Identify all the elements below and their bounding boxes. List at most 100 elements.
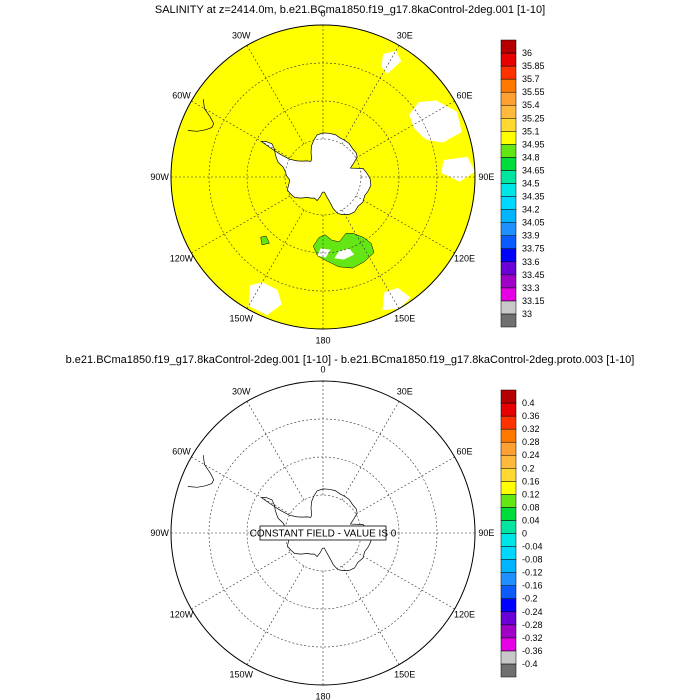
colorbar-swatch [500,402,517,417]
lon-label: 150W [230,670,254,680]
colorbar-swatch [500,494,517,508]
colorbar-label: 34.8 [522,152,540,162]
colorbar-swatch [500,598,517,613]
land-patch-3 [248,282,282,316]
colorbar-swatch [500,222,517,236]
colorbar-label: -0.24 [522,607,543,617]
meridian-line [191,100,291,159]
colorbar-label: 0.04 [522,515,540,525]
colorbar-label: 36 [522,48,532,58]
colorbar-label: 35.1 [522,126,540,136]
map-border [170,24,476,330]
lon-label: 30W [232,30,251,40]
lon-label: 60E [457,90,473,100]
lon-label: 180 [315,691,330,700]
lon-label: 150E [394,314,415,324]
colorbar-swatch [500,415,517,430]
colorbar-label: 34.35 [522,192,545,202]
map-panel-2: 0 30E 60E 90E 120E 150E 180 150W 120W 90W 60W 30W CO… [150,365,542,700]
colorbar-swatch [500,468,517,482]
colorbar-swatch [500,118,517,132]
lon-label: 90W [150,172,169,182]
colorbar-label: 34.5 [522,179,540,189]
colorbar-swatch [500,624,517,639]
lon-label: 30W [232,386,251,396]
colorbar-label: 35.25 [522,113,545,123]
lon-label: 150W [230,314,254,324]
lon-label: 0 [320,9,325,19]
meridian-line [246,565,305,665]
colorbar-label: 33.75 [522,244,545,254]
colorbar-swatch [500,428,517,443]
colorbar-label: 33.9 [522,231,540,241]
lon-label: 60W [172,446,191,456]
colorbar-label: 33.3 [522,283,540,293]
colorbar-label: 34.2 [522,205,540,215]
lon-label: 0 [320,365,325,375]
lon-label: 150E [394,670,415,680]
lon-label: 120E [454,254,475,264]
shelf-gap-1 [334,248,355,260]
colorbar-swatch [500,144,517,158]
colorbar-swatch [500,611,517,626]
colorbar-swatch [500,170,517,184]
colorbar-label: 35.4 [522,100,540,110]
meridian-line [246,209,305,309]
colorbar-swatch [500,65,517,80]
colorbar-label: 0.4 [522,398,535,408]
map-panel-1: 0 30E 60E 90E 120E 150E 180 150W 120W 90W 60W 30W 33… [150,9,544,346]
colorbar-swatch [500,209,517,223]
meridian-line [341,401,400,501]
colorbar-swatch [500,441,517,456]
lon-label: 90E [478,172,494,182]
antarctica-coastline [259,132,372,215]
colorbar-label: 33.6 [522,257,540,267]
south-america-coastline [187,99,215,132]
meridian-line [355,100,455,159]
colorbar-label: -0.36 [522,646,543,656]
map-border [170,380,476,686]
meridian-line [341,45,400,145]
colorbar-label: -0.28 [522,620,543,630]
colorbar-label: -0.04 [522,542,543,552]
lon-label: 30E [397,30,413,40]
colorbar-label: 0.32 [522,424,540,434]
meridian-line [191,195,291,254]
colorbar-label: 0.24 [522,450,540,460]
meridian-line [341,209,400,309]
colorbar-swatch [500,533,517,547]
lon-label: 60E [457,446,473,456]
shelf-gap-2 [317,248,331,258]
colorbar-swatch [500,196,517,210]
lon-label: 90W [150,528,169,538]
colorbar-swatch [500,261,517,276]
meridian-line [355,456,455,515]
colorbar-label: 34.05 [522,218,545,228]
colorbar: -0.4 -0.36 -0.32 -0.28 -0.24 -0.2 -0.16 -0.12 -0… [500,389,543,678]
meridian-line [355,551,455,610]
colorbar-swatch [500,157,517,171]
meridian-line [191,551,291,610]
colorbar-swatch [500,91,517,106]
colorbar-swatch [500,300,517,315]
panel-2-title: b.e21.BCma1850.f19_g17.8kaControl-2deg.0… [65,354,635,366]
colorbar-swatch [500,235,517,249]
colorbar-label: 0.08 [522,502,540,512]
colorbar-swatch [500,39,517,54]
lon-label: 180 [315,335,330,345]
colorbar-swatch [500,274,517,289]
meridian-line [191,456,291,515]
colorbar-label: 33 [522,309,532,319]
colorbar-swatch [500,131,517,145]
lon-label: 60W [172,90,191,100]
lon-label: 90E [478,528,494,538]
colorbar-label: 35.85 [522,61,545,71]
colorbar-swatch [500,248,517,263]
colorbar-label: -0.08 [522,555,543,565]
colorbar-label: 35.55 [522,87,545,97]
colorbar-label: -0.32 [522,633,543,643]
colorbar-swatch [500,650,517,665]
colorbar-swatch [500,313,517,328]
colorbar-label: 0.28 [522,437,540,447]
colorbar-label: 33.15 [522,296,545,306]
